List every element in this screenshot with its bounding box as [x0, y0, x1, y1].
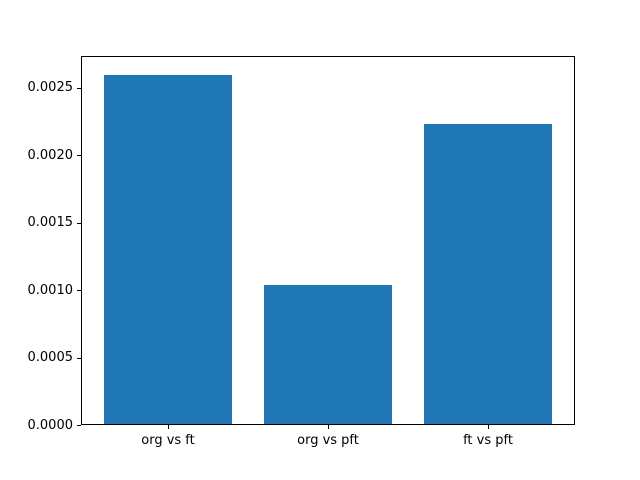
- y-tick-label: 0.0015: [27, 215, 74, 230]
- y-tick-mark: [77, 425, 81, 426]
- y-tick-label: 0.0000: [27, 418, 74, 433]
- y-tick-label: 0.0020: [27, 148, 74, 163]
- plot-frame: [81, 56, 575, 425]
- bar-org-vs-pft: [263, 284, 393, 425]
- y-tick-mark: [77, 223, 81, 224]
- y-tick-mark: [77, 290, 81, 291]
- x-tick-label: org vs pft: [297, 433, 359, 448]
- x-tick-label: org vs ft: [141, 433, 195, 448]
- x-tick-label: ft vs pft: [463, 433, 513, 448]
- y-tick-mark: [77, 358, 81, 359]
- x-tick-mark: [168, 425, 169, 429]
- y-tick-label: 0.0025: [27, 80, 74, 95]
- x-tick-mark: [488, 425, 489, 429]
- y-tick-mark: [77, 88, 81, 89]
- y-tick-mark: [77, 155, 81, 156]
- y-tick-label: 0.0005: [27, 350, 74, 365]
- bar-ft-vs-pft: [424, 124, 553, 425]
- x-tick-mark: [328, 425, 329, 429]
- bar-org-vs-ft: [103, 74, 232, 425]
- y-tick-label: 0.0010: [27, 283, 74, 298]
